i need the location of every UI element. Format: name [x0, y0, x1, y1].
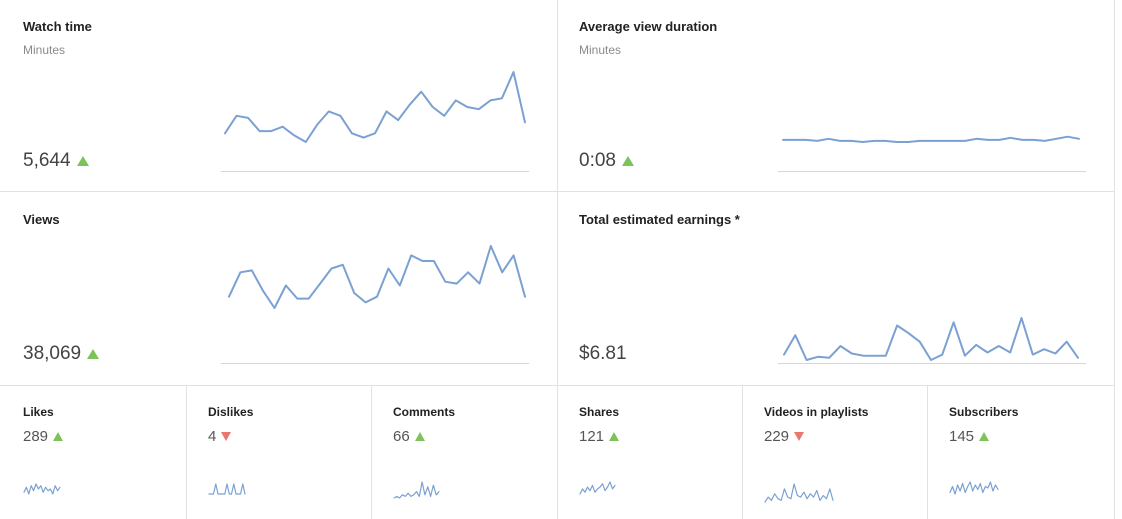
trend-up-icon	[609, 432, 620, 441]
earnings-value-row: $6.81	[579, 343, 627, 365]
watch-time-baseline	[221, 171, 529, 172]
sparkline-series	[393, 481, 440, 499]
trend-up-icon	[979, 432, 990, 441]
sparkline-series	[208, 483, 246, 495]
earnings-card[interactable]: Total estimated earnings * $6.81	[558, 192, 1114, 385]
avg-view-duration-subtitle: Minutes	[579, 43, 622, 57]
shares-title: Shares	[579, 405, 620, 419]
sparkline-series	[949, 481, 999, 495]
sparkline-series	[579, 481, 616, 495]
divider-small-3	[742, 386, 743, 519]
dislikes-card[interactable]: Dislikes 4	[187, 386, 371, 519]
dislikes-value: 4	[208, 428, 217, 445]
avg-view-duration-value-row: 0:08	[579, 150, 634, 172]
comments-value-row: 66	[393, 428, 425, 445]
shares-value-row: 121	[579, 428, 620, 445]
likes-card[interactable]: Likes 289	[0, 386, 186, 519]
sparkline-series	[764, 483, 834, 503]
trend-down-icon	[221, 432, 232, 441]
avg-view-duration-card[interactable]: Average view duration Minutes 0:08	[558, 0, 1114, 191]
dislikes-value-row: 4	[208, 428, 232, 445]
watch-time-sparkline	[224, 71, 526, 143]
sparkline-series	[224, 71, 526, 143]
views-title: Views	[23, 212, 60, 227]
watch-time-value-row: 5,644	[23, 150, 89, 172]
sparkline-series	[228, 245, 526, 309]
watch-time-subtitle: Minutes	[23, 43, 66, 57]
likes-sparkline	[23, 483, 61, 495]
subscribers-card[interactable]: Subscribers 145	[928, 386, 1114, 519]
views-baseline	[221, 363, 529, 364]
dislikes-sparkline	[208, 483, 246, 495]
earnings-sparkline	[783, 317, 1079, 361]
likes-value-row: 289	[23, 428, 64, 445]
comments-sparkline	[393, 481, 440, 499]
views-card[interactable]: Views 38,069	[0, 192, 557, 385]
views-sparkline	[228, 245, 526, 309]
trend-up-icon	[53, 432, 64, 441]
divider-vertical-right-edge	[1114, 0, 1115, 519]
avg-view-duration-baseline	[778, 171, 1086, 172]
watch-time-title: Watch time	[23, 19, 92, 34]
sparkline-series	[23, 483, 61, 495]
divider-small-1	[186, 386, 187, 519]
divider-horizontal-2	[0, 385, 1115, 386]
subscribers-title: Subscribers	[949, 405, 1019, 419]
comments-value: 66	[393, 428, 410, 445]
avg-view-duration-sparkline	[782, 135, 1080, 143]
earnings-title: Total estimated earnings *	[579, 212, 740, 227]
divider-vertical-main	[557, 0, 558, 519]
videos-in-playlists-card[interactable]: Videos in playlists 229	[743, 386, 927, 519]
videos-in-playlists-value: 229	[764, 428, 790, 445]
subscribers-value: 145	[949, 428, 975, 445]
trend-down-icon	[794, 432, 805, 441]
videos-in-playlists-title: Videos in playlists	[764, 405, 869, 419]
earnings-baseline	[778, 363, 1086, 364]
comments-title: Comments	[393, 405, 456, 419]
subscribers-value-row: 145	[949, 428, 990, 445]
earnings-value: $6.81	[579, 343, 627, 364]
divider-small-2	[371, 386, 372, 519]
trend-up-icon	[76, 156, 89, 166]
trend-up-icon	[414, 432, 425, 441]
subscribers-sparkline	[949, 481, 999, 495]
shares-value: 121	[579, 428, 605, 445]
avg-view-duration-title: Average view duration	[579, 19, 718, 34]
divider-small-4	[927, 386, 928, 519]
likes-title: Likes	[23, 405, 54, 419]
dislikes-title: Dislikes	[208, 405, 254, 419]
divider-horizontal-1	[0, 191, 1115, 192]
views-value-row: 38,069	[23, 343, 100, 365]
likes-value: 289	[23, 428, 49, 445]
videos-in-playlists-value-row: 229	[764, 428, 805, 445]
avg-view-duration-value: 0:08	[579, 150, 616, 171]
watch-time-card[interactable]: Watch time Minutes 5,644	[0, 0, 557, 191]
watch-time-value: 5,644	[23, 150, 71, 171]
trend-up-icon	[87, 349, 100, 359]
views-value: 38,069	[23, 343, 82, 364]
sparkline-series	[782, 135, 1080, 143]
videos-in-playlists-sparkline	[764, 483, 834, 503]
shares-card[interactable]: Shares 121	[558, 386, 742, 519]
trend-up-icon	[621, 156, 634, 166]
comments-card[interactable]: Comments 66	[372, 386, 557, 519]
sparkline-series	[783, 317, 1079, 361]
shares-sparkline	[579, 481, 616, 495]
